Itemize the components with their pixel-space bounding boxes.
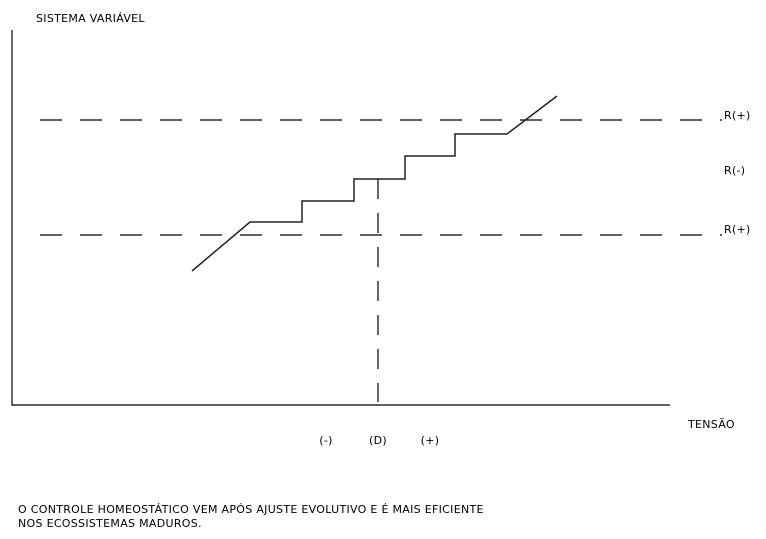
caption-line: NOS ECOSSISTEMAS MADUROS. (18, 517, 202, 530)
x-mark-label: (D) (369, 434, 387, 447)
response-curve (191, 95, 558, 272)
x-mark-label: (-) (319, 434, 332, 447)
level-label: R(+) (724, 109, 751, 122)
level-label: R(-) (724, 164, 745, 177)
x-mark-label: (+) (421, 434, 440, 447)
level-label: R(+) (724, 223, 751, 236)
y-axis-label: SISTEMA VARIÁVEL (36, 12, 145, 25)
axes (11, 30, 670, 406)
x-axis-label: TENSÃO (687, 418, 735, 431)
caption-line: O CONTROLE HOMEOSTÁTICO VEM APÓS AJUSTE … (18, 503, 484, 516)
